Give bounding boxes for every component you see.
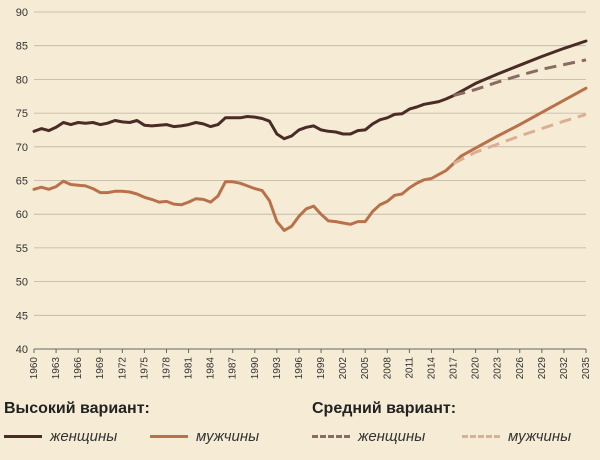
legend-title-medium: Средний вариант: bbox=[312, 400, 457, 417]
legend-label-high-men: мужчины bbox=[196, 428, 260, 445]
x-tick-label: 2011 bbox=[404, 357, 415, 379]
legend-item-high-women: женщины bbox=[4, 428, 117, 445]
y-tick-label: 50 bbox=[16, 277, 28, 289]
x-tick-label: 1987 bbox=[228, 357, 239, 380]
x-tick-label: 1966 bbox=[73, 357, 84, 380]
y-tick-label: 45 bbox=[16, 310, 28, 322]
x-tick-label: 2023 bbox=[493, 357, 504, 380]
series-lines bbox=[32, 39, 588, 232]
y-tick-label: 70 bbox=[16, 142, 28, 154]
y-tick-label: 90 bbox=[16, 7, 28, 19]
legend-label-medium-men: мужчины bbox=[508, 428, 572, 445]
x-tick-label: 2002 bbox=[338, 357, 349, 380]
y-tick-label: 40 bbox=[16, 344, 28, 356]
x-tick-label: 2014 bbox=[426, 357, 437, 380]
x-tick-label: 2029 bbox=[537, 357, 548, 380]
legend-label-medium-women: женщины bbox=[358, 428, 426, 445]
legend-swatch-high-men bbox=[150, 435, 188, 438]
x-tick-label: 1969 bbox=[95, 357, 106, 380]
y-tick-label: 60 bbox=[16, 209, 28, 221]
legend-title-high: Высокий вариант: bbox=[4, 400, 150, 417]
x-tick-label: 2026 bbox=[515, 357, 526, 380]
legend: Высокий вариант: Средний вариант: женщин… bbox=[0, 398, 600, 460]
legend-swatch-high-women bbox=[4, 435, 42, 438]
legend-swatch-medium-men bbox=[462, 435, 500, 438]
series-line-2 bbox=[453, 58, 587, 98]
x-tick-label: 2017 bbox=[449, 357, 460, 380]
legend-swatch-medium-women bbox=[312, 435, 350, 438]
x-tick-label: 1960 bbox=[29, 357, 40, 380]
x-tick-label: 2008 bbox=[382, 357, 393, 380]
plot-background bbox=[0, 0, 600, 398]
x-tick-label: 2035 bbox=[581, 357, 592, 380]
y-axis-ticks: 40 45 50 55 60 65 70 75 80 85 90 bbox=[16, 7, 28, 356]
series-line-3 bbox=[452, 112, 587, 165]
x-tick-label: 2005 bbox=[360, 357, 371, 380]
x-tick-label: 1984 bbox=[206, 357, 217, 380]
x-tick-label: 1975 bbox=[139, 357, 150, 380]
y-tick-label: 80 bbox=[16, 74, 28, 86]
legend-item-high-men: мужчины bbox=[150, 428, 259, 445]
series-line-0 bbox=[32, 39, 588, 141]
y-tick-label: 75 bbox=[16, 108, 28, 120]
x-tick-label: 2032 bbox=[559, 357, 570, 380]
x-tick-label: 1978 bbox=[161, 357, 172, 380]
legend-item-medium-men: мужчины bbox=[462, 428, 571, 445]
series-line-1 bbox=[32, 86, 588, 232]
x-tick-label: 1972 bbox=[117, 357, 128, 380]
grid bbox=[34, 11, 586, 350]
y-tick-label: 55 bbox=[16, 243, 28, 255]
legend-label-high-women: женщины bbox=[50, 428, 118, 445]
x-tick-label: 1990 bbox=[250, 357, 261, 380]
x-tick-label: 1981 bbox=[184, 357, 195, 380]
x-tick-label: 1999 bbox=[316, 357, 327, 380]
x-tick-label: 1993 bbox=[272, 357, 283, 380]
y-tick-label: 85 bbox=[16, 41, 28, 53]
x-tick-label: 1963 bbox=[51, 357, 62, 380]
y-tick-label: 65 bbox=[16, 176, 28, 188]
x-tick-label: 1996 bbox=[294, 357, 305, 380]
x-tick-label: 2020 bbox=[471, 357, 482, 380]
x-axis-ticks: 1960 1963 1966 1969 1972 1975 1978 1981 1984 1987… bbox=[29, 349, 592, 379]
legend-item-medium-women: женщины bbox=[312, 428, 425, 445]
